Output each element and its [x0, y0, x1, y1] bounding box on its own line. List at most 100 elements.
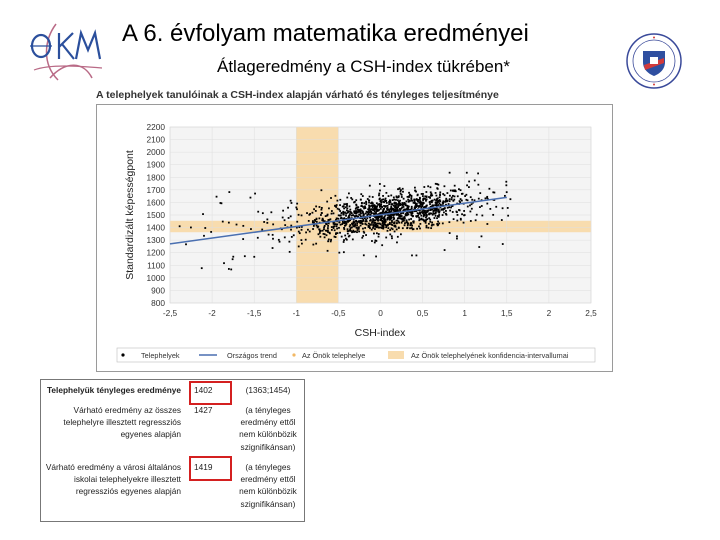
data-point: [306, 212, 308, 215]
data-point: [375, 202, 378, 205]
data-point: [433, 217, 436, 219]
data-point: [323, 224, 326, 227]
data-point: [445, 203, 447, 206]
data-point: [451, 205, 454, 207]
data-point: [185, 243, 187, 246]
data-point: [363, 213, 365, 216]
data-point: [474, 219, 477, 222]
data-point: [390, 207, 393, 210]
data-point: [325, 229, 327, 232]
data-point: [339, 210, 342, 212]
data-point: [361, 195, 364, 197]
data-point: [394, 225, 397, 228]
data-point: [361, 222, 364, 225]
point-cloud: [178, 171, 512, 271]
data-point: [404, 204, 407, 207]
row-actual-note: (1363;1454): [245, 385, 291, 395]
data-point: [410, 196, 413, 198]
data-point: [377, 216, 380, 219]
x-tick-label: -0,5: [331, 308, 346, 318]
data-point: [375, 206, 378, 208]
data-point: [327, 240, 330, 243]
data-point: [369, 213, 372, 216]
data-point: [416, 212, 419, 215]
data-point: [393, 201, 396, 204]
data-point: [400, 189, 402, 191]
data-point: [338, 221, 341, 224]
data-point: [448, 232, 451, 234]
data-point: [364, 207, 367, 209]
data-point: [394, 208, 397, 211]
data-point: [412, 201, 415, 204]
data-point: [361, 211, 364, 214]
data-point: [296, 208, 298, 211]
data-point: [362, 214, 365, 217]
data-point: [390, 205, 393, 208]
data-point: [436, 217, 438, 220]
data-point: [389, 201, 392, 204]
data-point: [382, 208, 385, 211]
data-point: [377, 203, 379, 206]
data-point: [341, 220, 344, 223]
data-point: [424, 212, 427, 215]
data-point: [261, 228, 264, 231]
data-point: [334, 236, 337, 238]
data-point: [425, 216, 427, 219]
data-point: [362, 235, 365, 237]
data-point: [366, 198, 369, 200]
data-point: [441, 222, 444, 225]
data-point: [327, 229, 329, 232]
data-point: [367, 210, 370, 212]
data-point: [394, 204, 397, 207]
data-point: [344, 211, 346, 214]
data-point: [327, 222, 330, 225]
data-point: [449, 209, 452, 212]
data-point: [420, 193, 423, 195]
data-point: [389, 215, 392, 218]
data-point: [447, 203, 450, 205]
data-point: [391, 203, 394, 205]
data-point: [400, 196, 403, 198]
data-point: [397, 220, 400, 223]
data-point: [393, 224, 396, 227]
data-point: [368, 201, 370, 204]
data-point: [377, 226, 380, 229]
data-point: [465, 171, 468, 174]
data-point: [500, 219, 503, 221]
data-point: [432, 210, 435, 213]
data-point: [364, 223, 367, 225]
data-point: [406, 195, 409, 198]
data-point: [343, 217, 346, 220]
data-point: [400, 212, 403, 215]
data-point: [345, 238, 348, 241]
data-point: [424, 220, 427, 222]
data-point: [397, 203, 399, 205]
data-point: [469, 204, 471, 207]
data-point: [351, 223, 354, 226]
data-point: [386, 209, 389, 211]
data-point: [466, 199, 469, 202]
data-point: [396, 217, 399, 220]
data-point: [366, 217, 369, 220]
okm-logo-icon: [30, 23, 103, 81]
data-point: [359, 224, 362, 227]
data-point: [383, 185, 386, 187]
data-point: [432, 212, 435, 215]
data-point: [431, 199, 434, 202]
data-point: [231, 258, 234, 261]
y-tick-label: 800: [151, 298, 165, 308]
data-point: [418, 216, 420, 219]
data-point: [348, 205, 351, 208]
data-point: [243, 255, 246, 258]
data-point: [377, 233, 380, 235]
data-point: [379, 200, 382, 203]
data-point: [367, 212, 370, 215]
data-point: [429, 191, 432, 194]
data-point: [374, 228, 376, 230]
data-point: [466, 205, 469, 208]
legend-box: [116, 347, 596, 363]
legend-symbol-2: [292, 353, 296, 357]
data-point: [227, 221, 230, 224]
data-point: [434, 209, 436, 212]
data-point: [397, 205, 400, 208]
